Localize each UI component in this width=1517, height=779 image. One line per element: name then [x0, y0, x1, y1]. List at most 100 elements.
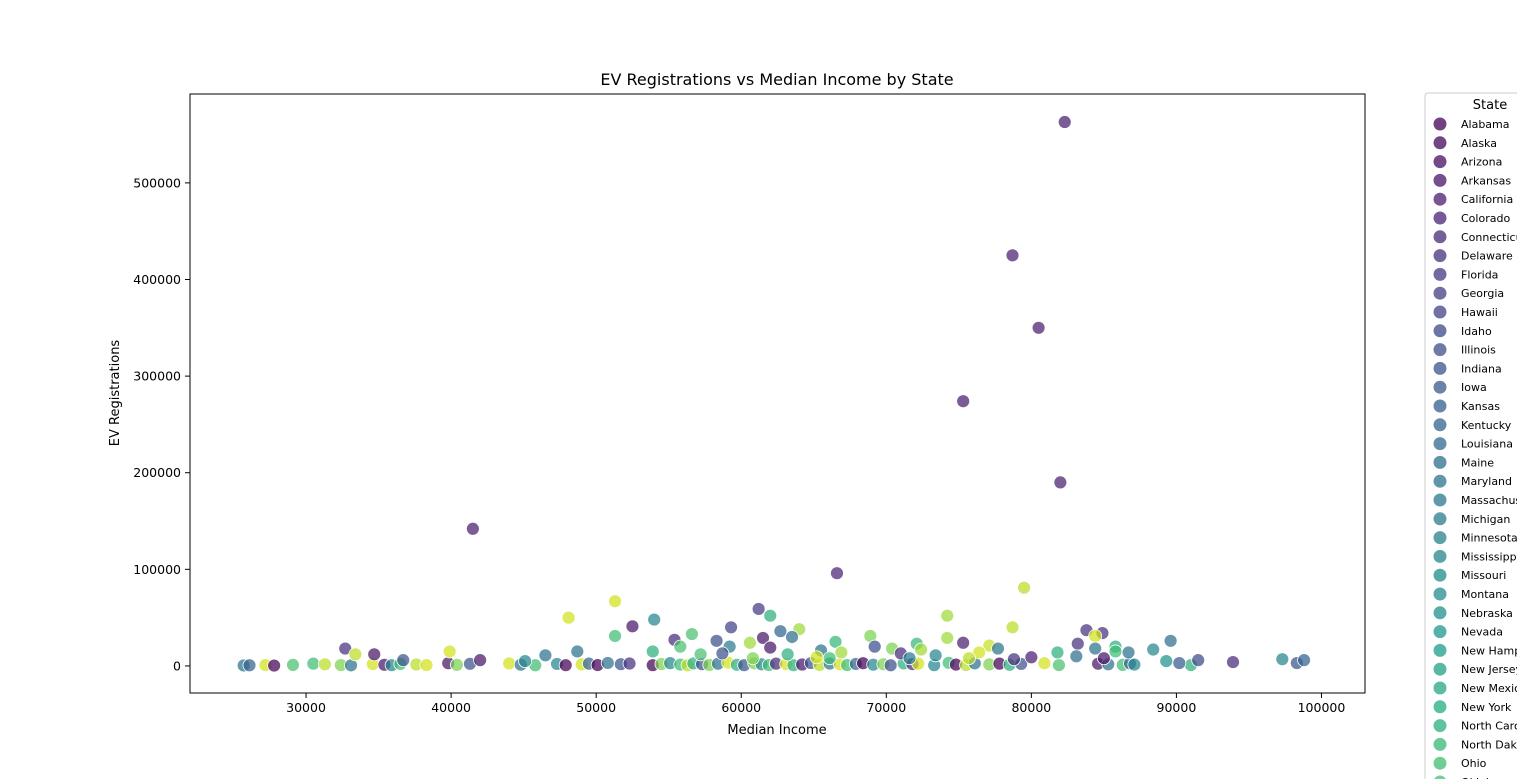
- data-point: [1172, 656, 1187, 670]
- data-point: [673, 639, 688, 654]
- legend-marker: [1433, 380, 1447, 394]
- legend-marker: [1433, 662, 1447, 676]
- data-point: [709, 633, 724, 648]
- y-tick-label: 400000: [133, 272, 181, 287]
- legend-marker: [1433, 173, 1447, 187]
- data-point: [286, 657, 300, 672]
- legend-entry: Delaware: [1433, 249, 1513, 263]
- data-point: [780, 647, 795, 662]
- data-point: [608, 629, 622, 643]
- data-point: [622, 656, 637, 671]
- legend-marker: [1433, 437, 1447, 451]
- legend-entry: Nebraska: [1433, 606, 1513, 620]
- data-point: [902, 651, 917, 666]
- data-point: [1050, 645, 1065, 660]
- legend-label: Maryland: [1461, 475, 1512, 488]
- legend-label: Ohio: [1461, 757, 1487, 770]
- data-point: [834, 645, 849, 660]
- data-point: [1088, 641, 1103, 656]
- data-point: [1070, 636, 1085, 651]
- legend-marker: [1433, 211, 1447, 225]
- legend-marker: [1433, 568, 1447, 582]
- data-point: [1297, 653, 1311, 668]
- x-tick-label: 60000: [721, 700, 761, 715]
- data-point: [1191, 653, 1206, 668]
- legend-label: Idaho: [1461, 325, 1492, 338]
- legend-label: Georgia: [1461, 287, 1504, 300]
- legend-entry: California: [1433, 192, 1513, 206]
- legend-label: New Jersey: [1461, 663, 1517, 676]
- y-axis: 0 100000 200000 300000 400000 500000: [133, 175, 190, 673]
- legend-marker: [1433, 681, 1447, 695]
- data-point: [1146, 642, 1161, 657]
- data-point: [1127, 657, 1142, 672]
- data-point: [242, 658, 257, 673]
- legend-entry: Alaska: [1433, 136, 1497, 150]
- data-point: [558, 658, 573, 673]
- y-tick-label: 0: [173, 658, 181, 673]
- legend-label: Louisiana: [1461, 438, 1513, 451]
- data-point: [830, 566, 844, 581]
- legend-entry: Minnesota: [1433, 531, 1517, 545]
- data-point: [1088, 629, 1103, 643]
- legend-marker: [1433, 230, 1447, 244]
- legend-marker: [1433, 361, 1447, 375]
- legend-marker: [1434, 775, 1446, 779]
- legend-entry: Nevada: [1433, 625, 1503, 639]
- legend-entry: Kansas: [1433, 399, 1500, 413]
- legend-entry: Alabama: [1433, 117, 1510, 131]
- legend-label: Massachusetts: [1461, 494, 1517, 507]
- legend-label: Nebraska: [1461, 607, 1513, 620]
- data-point: [991, 641, 1005, 656]
- data-point: [763, 640, 778, 655]
- legend-label: Michigan: [1461, 513, 1510, 526]
- data-point: [442, 644, 457, 659]
- data-point: [867, 639, 882, 654]
- data-point: [928, 648, 943, 663]
- legend-entry: Indiana: [1433, 361, 1502, 375]
- legend-entry: Maine: [1433, 455, 1494, 469]
- legend-entry: Michigan: [1433, 512, 1510, 526]
- legend-entry: Missouri: [1433, 568, 1506, 582]
- data-point: [1159, 654, 1174, 669]
- legend-label: Oklahoma: [1461, 776, 1517, 779]
- data-point: [1108, 644, 1123, 659]
- data-point: [724, 620, 738, 635]
- data-point: [773, 624, 788, 639]
- legend-entry: Ohio: [1433, 756, 1487, 770]
- legend-label: Maine: [1461, 456, 1494, 469]
- legend-marker: [1433, 737, 1447, 751]
- legend-label: Colorado: [1461, 212, 1510, 225]
- data-point: [1226, 655, 1240, 669]
- data-point: [685, 627, 699, 641]
- legend-label: Arkansas: [1461, 174, 1511, 187]
- data-point: [785, 630, 799, 644]
- legend-entry: New Hampshire: [1433, 643, 1517, 657]
- data-point: [1037, 656, 1052, 671]
- legend-entry: North Carolina: [1433, 719, 1517, 733]
- legend-marker: [1433, 474, 1447, 488]
- legend-entry: New Mexico: [1433, 681, 1517, 695]
- legend-entry: Maryland: [1433, 474, 1512, 488]
- data-point: [940, 631, 955, 645]
- data-point: [956, 635, 971, 650]
- y-tick-label: 200000: [133, 465, 181, 480]
- points-layer: [236, 115, 1311, 673]
- legend-marker: [1433, 418, 1447, 432]
- data-point: [1163, 633, 1178, 648]
- legend-label: Hawaii: [1461, 306, 1498, 319]
- legend-label: Kansas: [1461, 400, 1500, 413]
- x-tick-label: 70000: [866, 700, 906, 715]
- legend-marker: [1433, 249, 1447, 263]
- data-point: [1017, 580, 1032, 595]
- data-point: [763, 608, 778, 623]
- data-point: [396, 653, 411, 668]
- legend-entry: Arkansas: [1433, 173, 1511, 187]
- data-point: [715, 646, 730, 661]
- legend-marker: [1433, 155, 1447, 169]
- legend-marker: [1433, 512, 1447, 526]
- legend-label: Arizona: [1461, 156, 1502, 169]
- legend-label: New York: [1461, 701, 1512, 714]
- data-point: [1005, 620, 1020, 635]
- data-point: [914, 642, 929, 657]
